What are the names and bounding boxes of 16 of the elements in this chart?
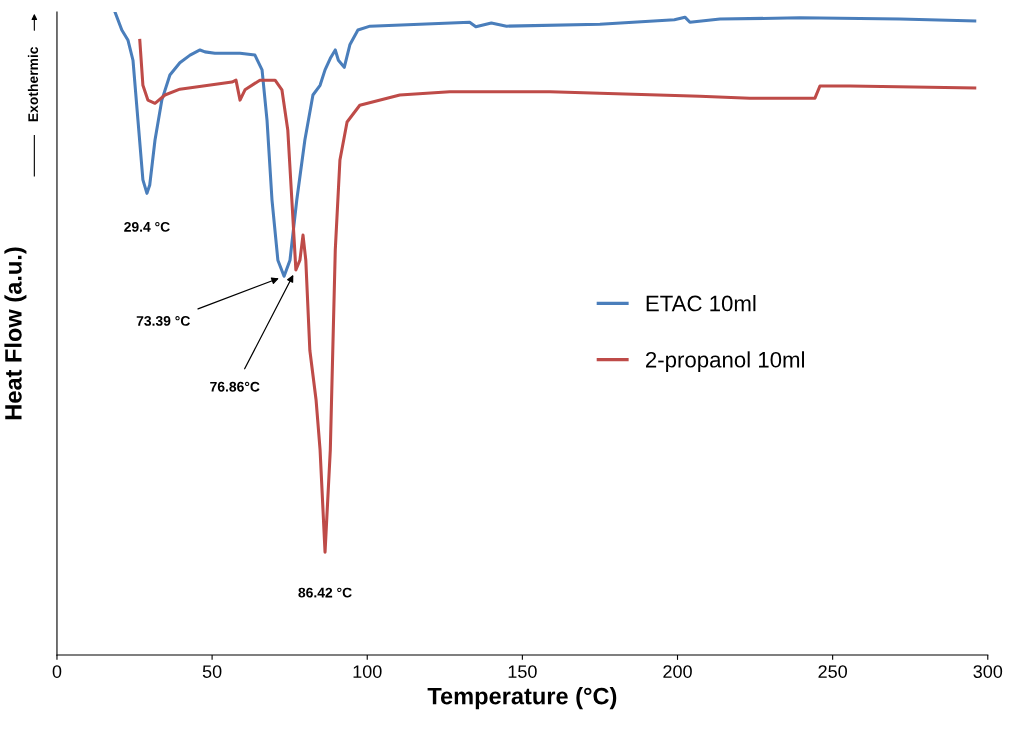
legend-label: 2-propanol 10ml: [646, 351, 804, 373]
x-tick-label: 150: [508, 665, 537, 678]
x-tick-label: 250: [818, 665, 847, 678]
y-axis-title: Heat Flow (a.u.): [4, 247, 27, 420]
annotation: 73.39 °C: [136, 316, 190, 326]
annotation: 76.86°C: [210, 381, 260, 392]
x-tick-label: 200: [663, 665, 692, 678]
legend-label: ETAC 10ml: [646, 295, 756, 312]
annotation: 86.42 °C: [298, 587, 352, 598]
x-tick-label: 0: [52, 665, 62, 678]
text: Exothermic: [27, 46, 39, 122]
x-tick-label: 100: [353, 665, 382, 678]
x-tick-label: 300: [973, 665, 1003, 678]
annotation: 29.4 °C: [124, 221, 170, 232]
x-tick-label: 50: [202, 665, 222, 678]
x-axis-title: Temperature (°C): [427, 687, 617, 710]
